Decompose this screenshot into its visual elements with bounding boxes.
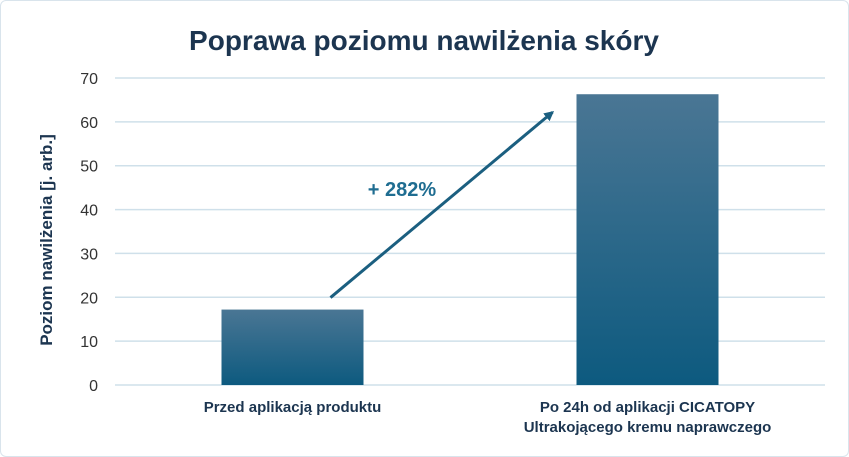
y-tick-label: 40	[80, 203, 98, 220]
bar	[576, 94, 719, 385]
y-axis-ticks: 0 10 20 30 40 50 60 70	[80, 71, 98, 395]
category-label: Przed aplikacją produktu	[204, 399, 382, 416]
bar	[221, 309, 364, 385]
y-tick-label: 20	[80, 290, 98, 307]
category-label: Ultrakojącego kremu naprawczego	[524, 419, 772, 436]
y-axis-label: Poziom nawilżenia [j. arb.]	[37, 134, 56, 346]
increase-arrow	[329, 110, 555, 299]
y-tick-label: 60	[80, 115, 98, 132]
increase-annotation: + 282%	[368, 179, 437, 201]
y-tick-label: 50	[80, 159, 98, 176]
category-labels: Przed aplikacją produktu Po 24h od aplika…	[204, 399, 772, 436]
y-tick-label: 30	[80, 246, 98, 263]
y-tick-label: 0	[89, 378, 98, 395]
y-tick-label: 70	[80, 71, 98, 88]
bars	[221, 94, 719, 385]
category-label: Po 24h od aplikacji CICATOPY	[540, 399, 755, 416]
chart-title: Poprawa poziomu nawilżenia skóry	[189, 25, 659, 56]
y-tick-label: 10	[80, 334, 98, 351]
